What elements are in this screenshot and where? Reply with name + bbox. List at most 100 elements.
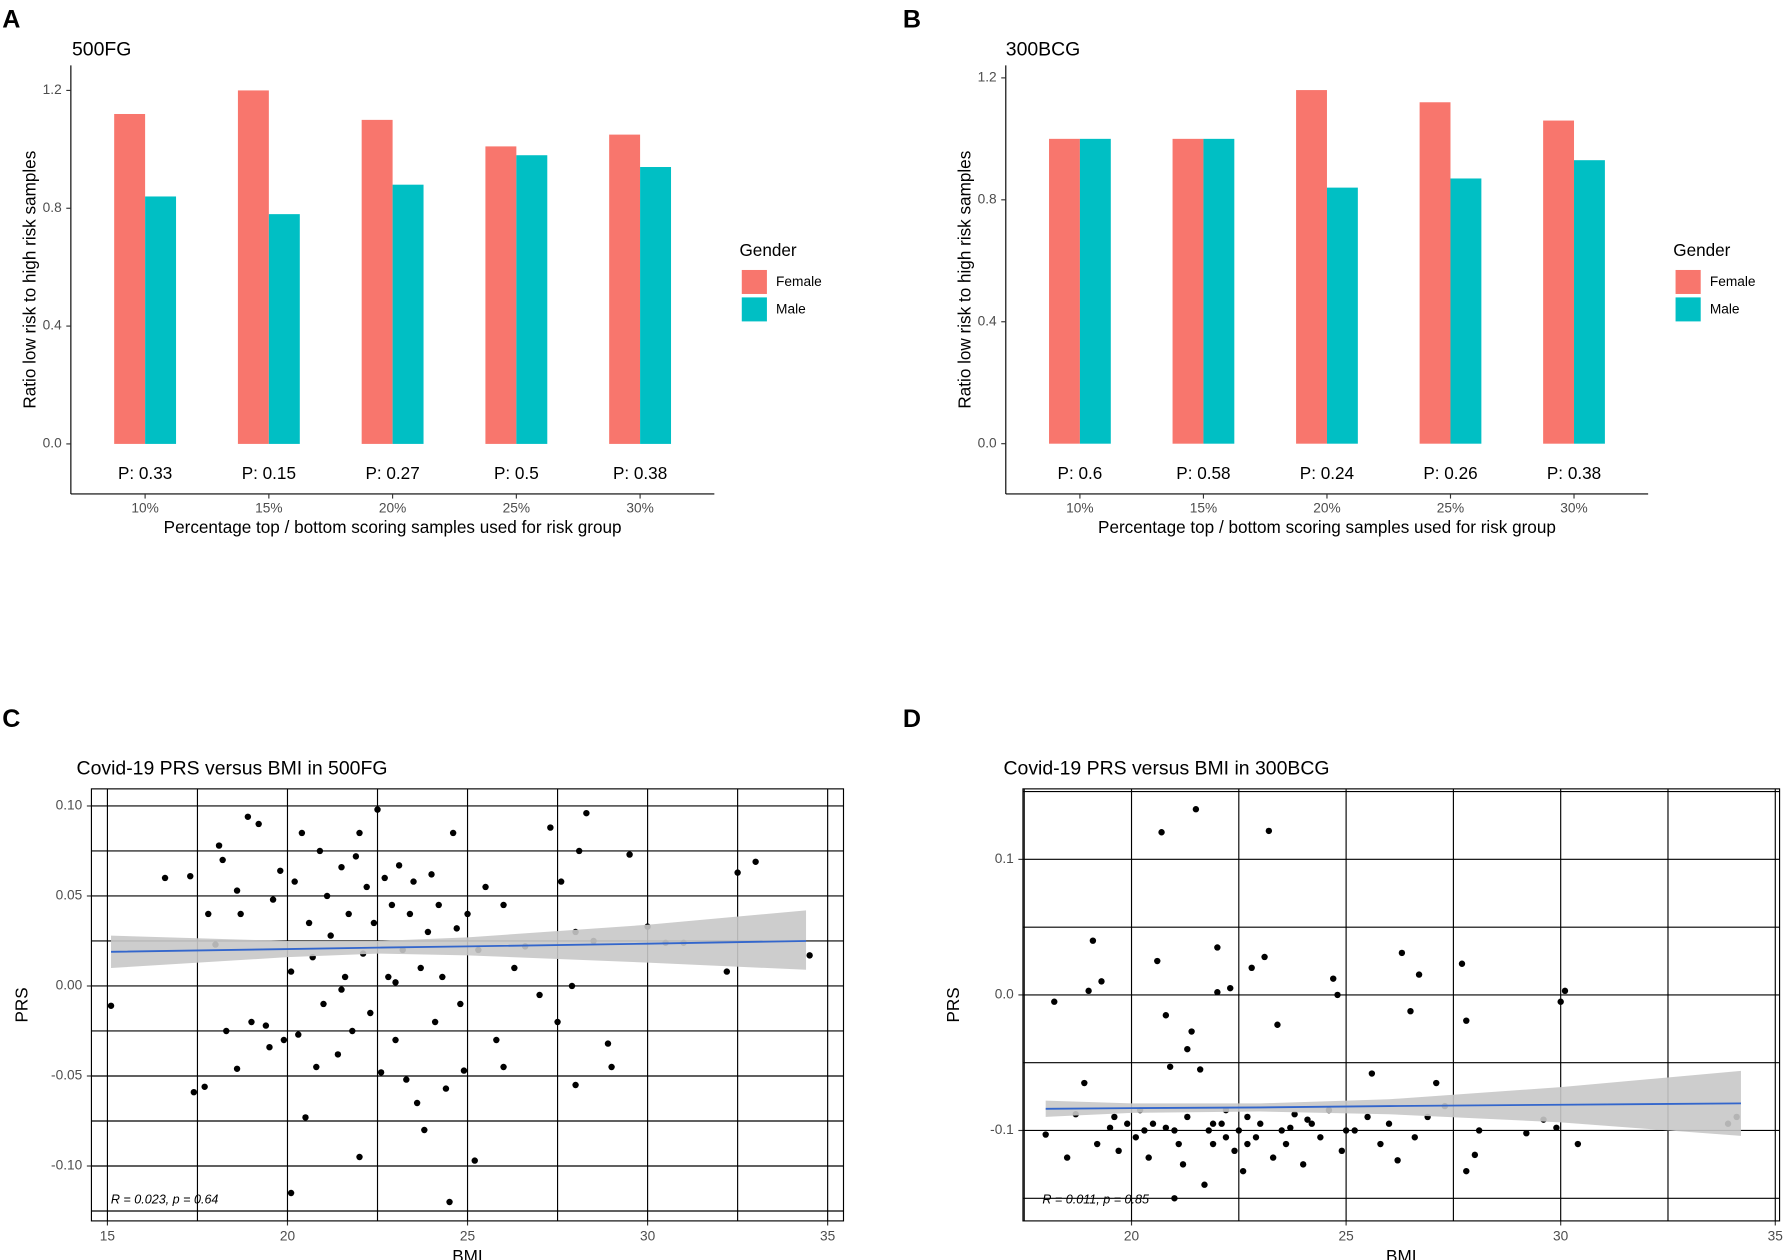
y-axis-label: PRS [943, 987, 963, 1022]
plot-area [91, 788, 844, 1221]
point [410, 878, 417, 885]
point [1398, 949, 1406, 957]
point [1523, 1129, 1530, 1137]
point [374, 806, 381, 813]
correlation-label: R = 0.023, p = 0.64 [111, 1193, 219, 1207]
point [547, 824, 554, 831]
point [1244, 1140, 1251, 1148]
x-tick-label: 25 [460, 1229, 476, 1244]
x-tick-label: 20% [1313, 500, 1340, 515]
point [1218, 1120, 1225, 1127]
point [1394, 1157, 1401, 1164]
point [1179, 1161, 1187, 1168]
y-tick-label: 1.2 [978, 70, 997, 85]
point [327, 932, 334, 939]
point [1214, 944, 1221, 951]
point [403, 1076, 410, 1083]
point [352, 853, 360, 860]
point [572, 1081, 579, 1089]
p-value-label: P: 0.5 [494, 463, 539, 483]
point [1304, 1116, 1311, 1123]
point [187, 872, 194, 880]
y-tick-label: -0.1 [990, 1122, 1014, 1137]
point [428, 871, 435, 878]
point [1115, 1147, 1122, 1155]
point [1051, 998, 1058, 1005]
point [1196, 1066, 1204, 1073]
point [1265, 827, 1273, 835]
x-tick-label: 20 [280, 1229, 296, 1244]
chart-title: Covid-19 PRS versus BMI in 500FG [77, 758, 388, 780]
point [1239, 1167, 1247, 1175]
point [752, 858, 759, 865]
point [388, 901, 396, 909]
point [1244, 1113, 1251, 1121]
point [493, 1036, 500, 1044]
legend-key [741, 269, 767, 294]
point [1338, 1147, 1346, 1155]
chart-title: Covid-19 PRS versus BMI in 300BCG [1004, 758, 1330, 780]
panel-letter: D [903, 705, 921, 733]
point [1248, 964, 1255, 972]
point [500, 1063, 507, 1071]
point [255, 820, 262, 828]
bar [1419, 102, 1451, 444]
bar [268, 214, 300, 444]
confidence-band [1045, 1070, 1741, 1136]
point [107, 1002, 115, 1009]
y-tick-label: 0.0 [43, 436, 62, 451]
panel-letter: C [2, 705, 20, 733]
point [1132, 1134, 1140, 1141]
y-tick-label: 0.0 [978, 435, 997, 450]
point [334, 1051, 342, 1058]
point [1158, 829, 1165, 836]
panel-border [1022, 788, 1781, 1222]
point [1342, 1127, 1350, 1134]
bar [640, 167, 672, 444]
point [482, 883, 489, 891]
point [1364, 1113, 1371, 1121]
point [453, 925, 460, 932]
point [1282, 1140, 1290, 1148]
point [1188, 1028, 1195, 1035]
point [395, 862, 403, 869]
point [536, 991, 543, 999]
x-tick-label: 15 [100, 1229, 116, 1244]
bar [114, 113, 146, 444]
point [1385, 1120, 1393, 1127]
x-axis-label: BMI [1386, 1246, 1416, 1260]
point [302, 1114, 309, 1121]
bar [1450, 178, 1482, 444]
point [1411, 1134, 1418, 1141]
point [413, 1099, 421, 1107]
point [1162, 1012, 1170, 1019]
point [1209, 1140, 1217, 1148]
panel-letter: A [2, 5, 20, 33]
point [1166, 1063, 1174, 1070]
y-tick-label: -0.05 [51, 1068, 83, 1083]
legend-label: Male [1710, 302, 1740, 317]
x-tick-label: 20% [379, 500, 406, 515]
x-tick-label: 10% [131, 500, 158, 515]
legend-label: Male [776, 302, 806, 317]
bar [1296, 90, 1327, 444]
point [356, 1153, 363, 1161]
bar [145, 196, 177, 444]
bar [1079, 138, 1111, 444]
point [392, 979, 399, 986]
point [287, 1189, 295, 1197]
point [1227, 984, 1234, 992]
legend-key [1675, 269, 1701, 294]
point [1162, 1124, 1170, 1131]
point [424, 928, 432, 936]
point [1334, 991, 1341, 999]
point [190, 1088, 198, 1096]
point [500, 901, 507, 909]
point [1205, 1127, 1212, 1134]
y-tick-label: 0.0 [995, 987, 1014, 1002]
x-tick-label: 10% [1066, 500, 1093, 515]
x-axis-label: Percentage top / bottom scoring samples … [164, 517, 622, 537]
point [1553, 1124, 1560, 1131]
point [381, 874, 388, 882]
point [1141, 1127, 1148, 1134]
